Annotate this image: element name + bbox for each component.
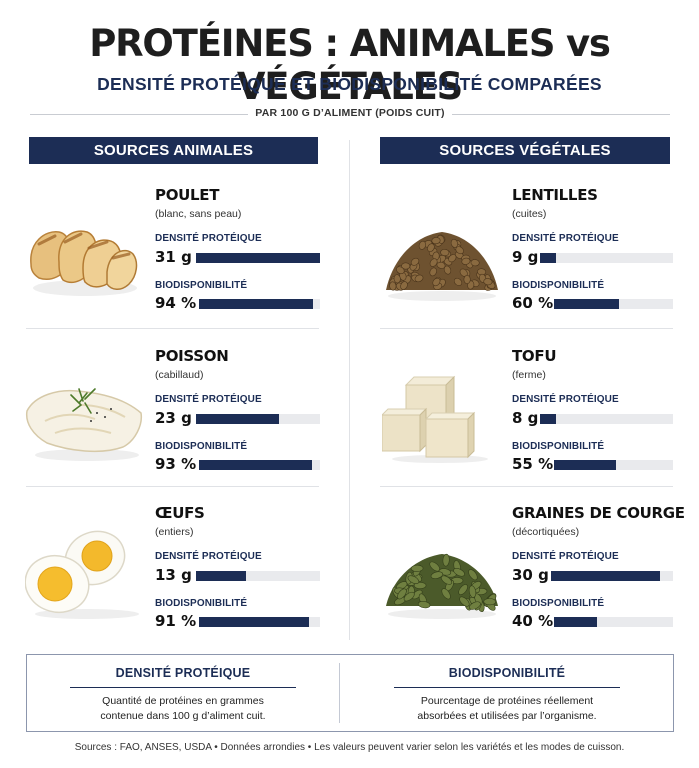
density-value: 9 g [512,248,539,266]
density-bar-fill [196,571,246,581]
density-bar [196,414,320,424]
density-bar [540,253,673,263]
food-detail: (entiers) [155,526,194,538]
density-value: 31 g [155,248,192,266]
bio-bar [199,299,320,309]
bio-definition-title: BIODISPONIBILITÉ [448,666,566,680]
density-label: DENSITÉ PROTÉIQUE [155,551,262,562]
definitions-box: DENSITÉ PROTÉIQUE Quantité de protéines … [26,654,674,732]
bio-value: 94 % [155,294,197,312]
food-card-lentilles: LENTILLES (cuites) DENSITÉ PROTÉIQUE 9 g… [382,182,699,332]
density-bar [540,414,673,424]
food-name: POULET [155,186,220,204]
bio-label: BIODISPONIBILITÉ [155,280,248,291]
density-bar-fill [540,414,556,424]
food-name: GRAINES DE COURGE [512,504,685,522]
pumpkin-seeds-icon [386,553,498,619]
food-card-oeufs: ŒUFS (entiers) DENSITÉ PROTÉIQUE 13 g BI… [25,500,345,650]
bio-definition: BIODISPONIBILITÉ Pourcentage de protéine… [351,655,663,731]
bio-value: 60 % [512,294,554,312]
food-detail: (décortiquées) [512,526,580,538]
bio-label: BIODISPONIBILITÉ [512,280,605,291]
bio-label: BIODISPONIBILITÉ [155,441,248,452]
density-value: 23 g [155,409,192,427]
bio-bar-fill [199,460,312,470]
animal-sources-header: SOURCES ANIMALES [29,137,318,164]
bio-definition-text: Pourcentage de protéines réellement abso… [417,695,597,722]
density-label: DENSITÉ PROTÉIQUE [155,394,262,405]
density-definition: DENSITÉ PROTÉIQUE Quantité de protéines … [27,655,339,731]
plant-sources-header: SOURCES VÉGÉTALES [380,137,670,164]
food-card-poulet: POULET (blanc, sans peau) DENSITÉ PROTÉI… [25,182,345,332]
bio-value: 55 % [512,455,554,473]
density-bar [196,253,320,263]
density-bar-fill [196,253,320,263]
bio-bar-fill [554,460,616,470]
bio-bar [554,617,673,627]
density-label: DENSITÉ PROTÉIQUE [512,551,619,562]
bio-bar [554,460,673,470]
density-value: 8 g [512,409,539,427]
food-card-graines-de-courge: GRAINES DE COURGE (décortiquées) DENSITÉ… [382,500,699,650]
food-card-tofu: TOFU (ferme) DENSITÉ PROTÉIQUE 8 g BIODI… [382,343,699,493]
row-divider [380,486,673,487]
page-title: PROTÉINES : ANIMALES vs VÉGÉTALES [89,22,611,108]
density-label: DENSITÉ PROTÉIQUE [155,233,262,244]
page-subtitle: DENSITÉ PROTÉIQUE ET BIODISPONIBILITÉ CO… [97,74,602,94]
bio-label: BIODISPONIBILITÉ [155,598,248,609]
food-name: ŒUFS [155,504,205,522]
density-label: DENSITÉ PROTÉIQUE [512,394,619,405]
food-name: POISSON [155,347,229,365]
bio-value: 40 % [512,612,554,630]
bio-bar-fill [199,617,310,627]
per-note: PAR 100 G D’ALIMENT (POIDS CUIT) [255,107,445,119]
density-definition-title: DENSITÉ PROTÉIQUE [115,666,251,680]
tofu-cubes-icon [382,375,488,463]
bio-label: BIODISPONIBILITÉ [512,598,605,609]
row-divider [26,328,319,329]
row-divider [26,486,319,487]
bio-bar [199,617,320,627]
density-bar [551,571,673,581]
density-bar-fill [551,571,660,581]
bio-bar [554,299,673,309]
bio-bar-fill [199,299,313,309]
bio-label: BIODISPONIBILITÉ [512,441,605,452]
density-value: 30 g [512,566,549,584]
density-definition-text: Quantité de protéines en grammes contenu… [100,695,266,722]
chicken-breast-icon [30,230,138,296]
row-divider [380,328,673,329]
bio-bar-fill [554,299,620,309]
bio-value: 93 % [155,455,197,473]
food-card-poisson: POISSON (cabillaud) DENSITÉ PROTÉIQUE 23… [25,343,345,493]
boiled-egg-icon [25,530,139,619]
per-note-line: PAR 100 G D’ALIMENT (POIDS CUIT) [30,106,670,122]
column-divider [349,140,350,640]
bio-value: 91 % [155,612,197,630]
food-name: LENTILLES [512,186,598,204]
bio-bar [199,460,320,470]
bio-bar-fill [554,617,597,627]
density-value: 13 g [155,566,192,584]
density-bar-fill [196,414,280,424]
food-name: TOFU [512,347,557,365]
food-detail: (cabillaud) [155,369,204,381]
density-bar-fill [540,253,556,263]
fish-fillet-icon [25,388,143,461]
density-label: DENSITÉ PROTÉIQUE [512,233,619,244]
food-detail: (blanc, sans peau) [155,208,242,220]
lentils-icon [386,232,498,301]
food-detail: (ferme) [512,369,546,381]
food-detail: (cuites) [512,208,547,220]
density-bar [196,571,320,581]
sources-footnote: Sources : FAO, ANSES, USDA • Données arr… [74,742,625,753]
